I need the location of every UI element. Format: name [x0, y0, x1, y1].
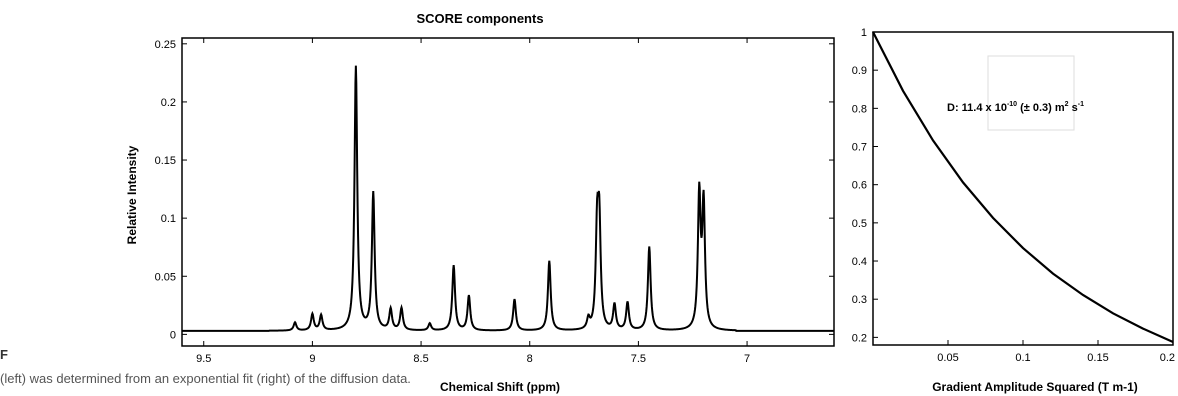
y-tick-label: 0.1	[161, 213, 176, 225]
x-axis: 0.05 0.1 0.15 0.2	[937, 340, 1175, 364]
annotation-exp-1: -10	[1007, 101, 1017, 108]
y-axis: 0 0.05 0.1 0.15 0.2 0.25	[155, 39, 834, 341]
caption-fragment: (left) was determined from an exponentia…	[0, 371, 411, 386]
x-tick-label: 8.5	[413, 353, 428, 365]
y-tick-label: 0.15	[155, 155, 176, 167]
x-tick-label: 9.5	[196, 353, 211, 365]
nmr-spectrum-chart: SCORE components 0 0.05 0.1 0.15 0.2 0.25 9.5…	[125, 11, 835, 394]
spectrum-line	[182, 65, 834, 332]
x-axis: 9.5 9 8.5 8 7.5 7	[196, 38, 750, 365]
diffusion-fit-chart: 0.2 0.3 0.4 0.5 0.6 0.7 0.8 0.9 1 0.05 0.1 0.15 0.2…	[852, 27, 1175, 394]
diffusion-coefficient-annotation: D: 11.4 x 10-10 (± 0.3) m2 s-1	[947, 101, 1084, 114]
y-tick-label: 0.5	[852, 218, 867, 230]
x-tick-label: 0.05	[937, 352, 958, 364]
y-tick-label: 0.2	[852, 332, 867, 344]
y-tick-label: 0	[170, 329, 176, 341]
x-axis-title: Gradient Amplitude Squared (T m-1)	[932, 380, 1138, 394]
x-tick-label: 8	[527, 353, 533, 365]
x-tick-label: 0.15	[1087, 352, 1108, 364]
annotation-middle: (± 0.3) m	[1017, 102, 1065, 114]
y-tick-label: 0.3	[852, 294, 867, 306]
annotation-mid-2: s	[1069, 102, 1078, 114]
y-tick-label: 0.8	[852, 103, 867, 115]
x-tick-label: 7.5	[631, 353, 646, 365]
caption-fragment: F	[0, 347, 8, 362]
annotation-exp-3: -1	[1078, 101, 1084, 108]
chart-title: SCORE components	[416, 11, 543, 26]
x-tick-label: 7	[744, 353, 750, 365]
y-tick-label: 0.2	[161, 97, 176, 109]
annotation-prefix: D: 11.4 x 10	[947, 102, 1007, 114]
x-tick-label: 9	[309, 353, 315, 365]
y-axis-title: Relative Intensity	[125, 145, 139, 244]
y-tick-label: 0.25	[155, 39, 176, 51]
annotation-box	[987, 55, 1075, 131]
y-tick-label: 0.4	[852, 256, 867, 268]
x-tick-label: 0.2	[1160, 352, 1175, 364]
plot-frame	[181, 37, 835, 347]
plot-frame	[872, 31, 1174, 346]
y-tick-label: 0.6	[852, 180, 867, 192]
y-tick-label: 1	[861, 27, 867, 39]
y-axis: 0.2 0.3 0.4 0.5 0.6 0.7 0.8 0.9 1	[852, 27, 878, 344]
annotation-exp-2: 2	[1065, 101, 1069, 108]
x-tick-label: 0.1	[1015, 352, 1030, 364]
x-axis-title: Chemical Shift (ppm)	[440, 380, 560, 394]
y-tick-label: 0.05	[155, 271, 176, 283]
y-tick-label: 0.7	[852, 142, 867, 154]
exponential-fit-line	[872, 31, 1174, 343]
y-tick-label: 0.9	[852, 65, 867, 77]
